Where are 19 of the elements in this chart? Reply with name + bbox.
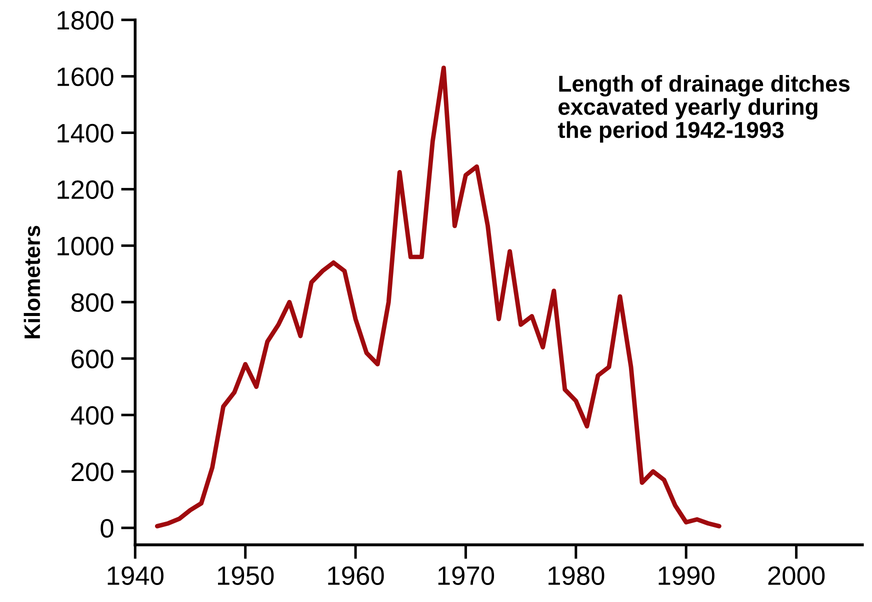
y-tick-label: 0: [100, 519, 114, 538]
y-tick-label: 200: [72, 462, 114, 482]
text: Length of drainage ditches excavated yearly during the period 1942-1993: [558, 74, 850, 143]
x-tick-label: 1990: [658, 566, 714, 586]
x-tick-label: 1950: [218, 566, 274, 586]
y-tick-label: 1000: [58, 236, 114, 256]
y-tick-label: 1200: [58, 180, 114, 200]
x-tick-label: 1970: [438, 566, 494, 586]
x-tick-label: 1940: [108, 566, 164, 586]
y-tick-label: 400: [70, 406, 114, 425]
y-axis-title: Kilometers: [24, 226, 40, 338]
y-tick-label: 800: [71, 293, 114, 312]
y-tick-label: 1800: [58, 11, 114, 30]
y-tick-label: 1400: [58, 124, 114, 143]
x-tick-label: 1960: [328, 566, 384, 586]
y-tick-label: 600: [72, 350, 114, 368]
y-tick-label: 1600: [58, 67, 114, 86]
x-tick-label: 2000: [768, 566, 825, 586]
x-tick-label: 1980: [548, 566, 604, 586]
